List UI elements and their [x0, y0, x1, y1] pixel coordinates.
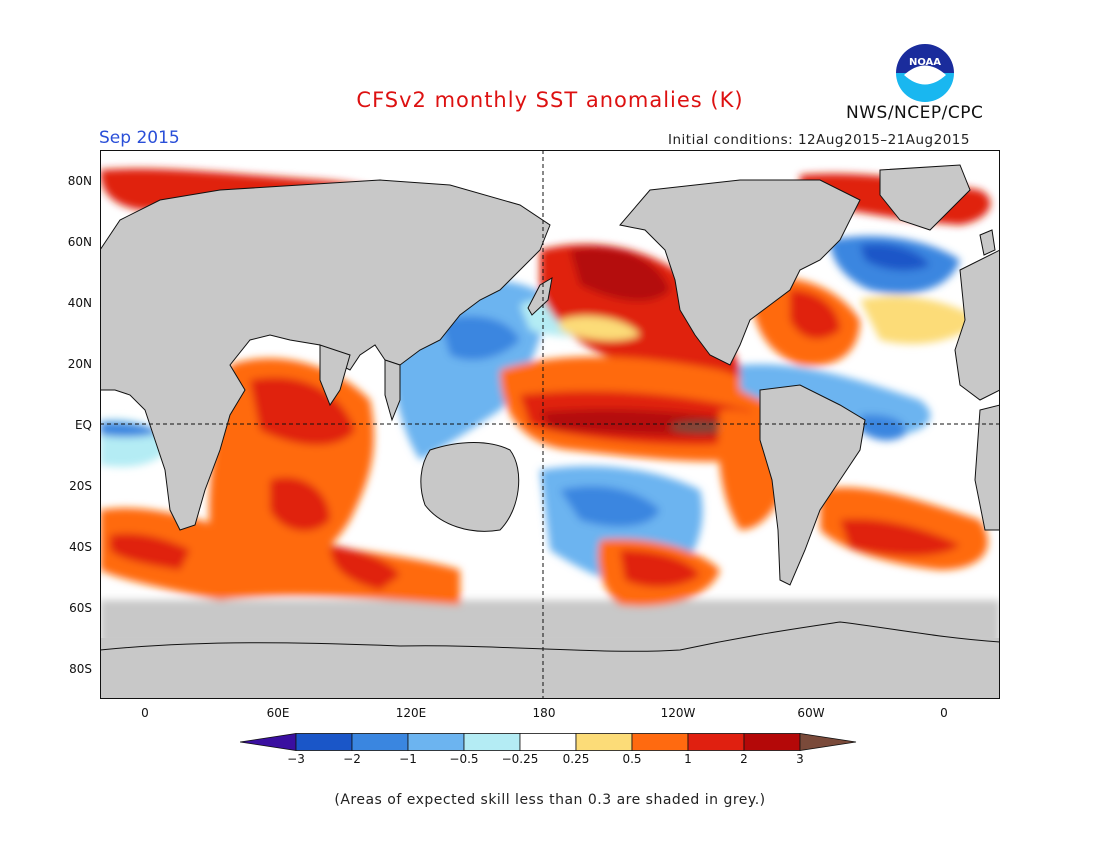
colorbar-segment [799, 733, 857, 751]
colorbar-label: −0.25 [501, 752, 539, 766]
colorbar [240, 733, 857, 751]
colorbar-segment [240, 733, 297, 751]
colorbar-segment [463, 733, 521, 751]
lat-label: 40N [67, 296, 92, 310]
sst-anomaly-map [100, 150, 1000, 699]
colorbar-label: −0.5 [449, 752, 479, 766]
colorbar-segment [407, 733, 465, 751]
colorbar-segment [687, 733, 745, 751]
noaa-logo-text: NOAA [909, 57, 941, 68]
lat-label: 40S [69, 540, 92, 554]
lon-label: 60E [266, 706, 290, 720]
colorbar-label: 3 [796, 752, 804, 766]
colorbar-segment [631, 733, 689, 751]
lon-label: 0 [141, 706, 149, 720]
lon-label: 180 [532, 706, 556, 720]
colorbar-segment [351, 733, 409, 751]
noaa-logo: NOAA [895, 43, 955, 103]
lon-label: 120W [660, 706, 696, 720]
lat-label: 20S [69, 479, 92, 493]
colorbar-label: 1 [684, 752, 692, 766]
lat-label: 80S [69, 662, 92, 676]
lat-label: 20N [67, 357, 92, 371]
initial-conditions: Initial conditions: 12Aug2015–21Aug2015 [668, 132, 970, 148]
colorbar-label: 2 [740, 752, 748, 766]
colorbar-label: 0.25 [562, 752, 590, 766]
lat-label: EQ [74, 418, 92, 432]
lon-label: 0 [940, 706, 948, 720]
colorbar-label: −2 [343, 752, 361, 766]
lat-label: 60N [67, 235, 92, 249]
forecast-month: Sep 2015 [99, 128, 180, 148]
skill-footnote: (Areas of expected skill less than 0.3 a… [334, 792, 766, 808]
lon-label: 60W [797, 706, 825, 720]
colorbar-segment [295, 733, 353, 751]
chart-title: CFSv2 monthly SST anomalies (K) [356, 88, 744, 112]
colorbar-label: −1 [399, 752, 417, 766]
lat-label: 60S [69, 601, 92, 615]
colorbar-segment [519, 733, 577, 751]
colorbar-segment [575, 733, 633, 751]
lat-label: 80N [67, 174, 92, 188]
colorbar-label: 0.5 [622, 752, 642, 766]
land-masses [100, 164, 1000, 699]
agency-label: NWS/NCEP/CPC [846, 103, 984, 123]
colorbar-label: −3 [287, 752, 305, 766]
lon-label: 120E [395, 706, 427, 720]
colorbar-segment [743, 733, 801, 751]
